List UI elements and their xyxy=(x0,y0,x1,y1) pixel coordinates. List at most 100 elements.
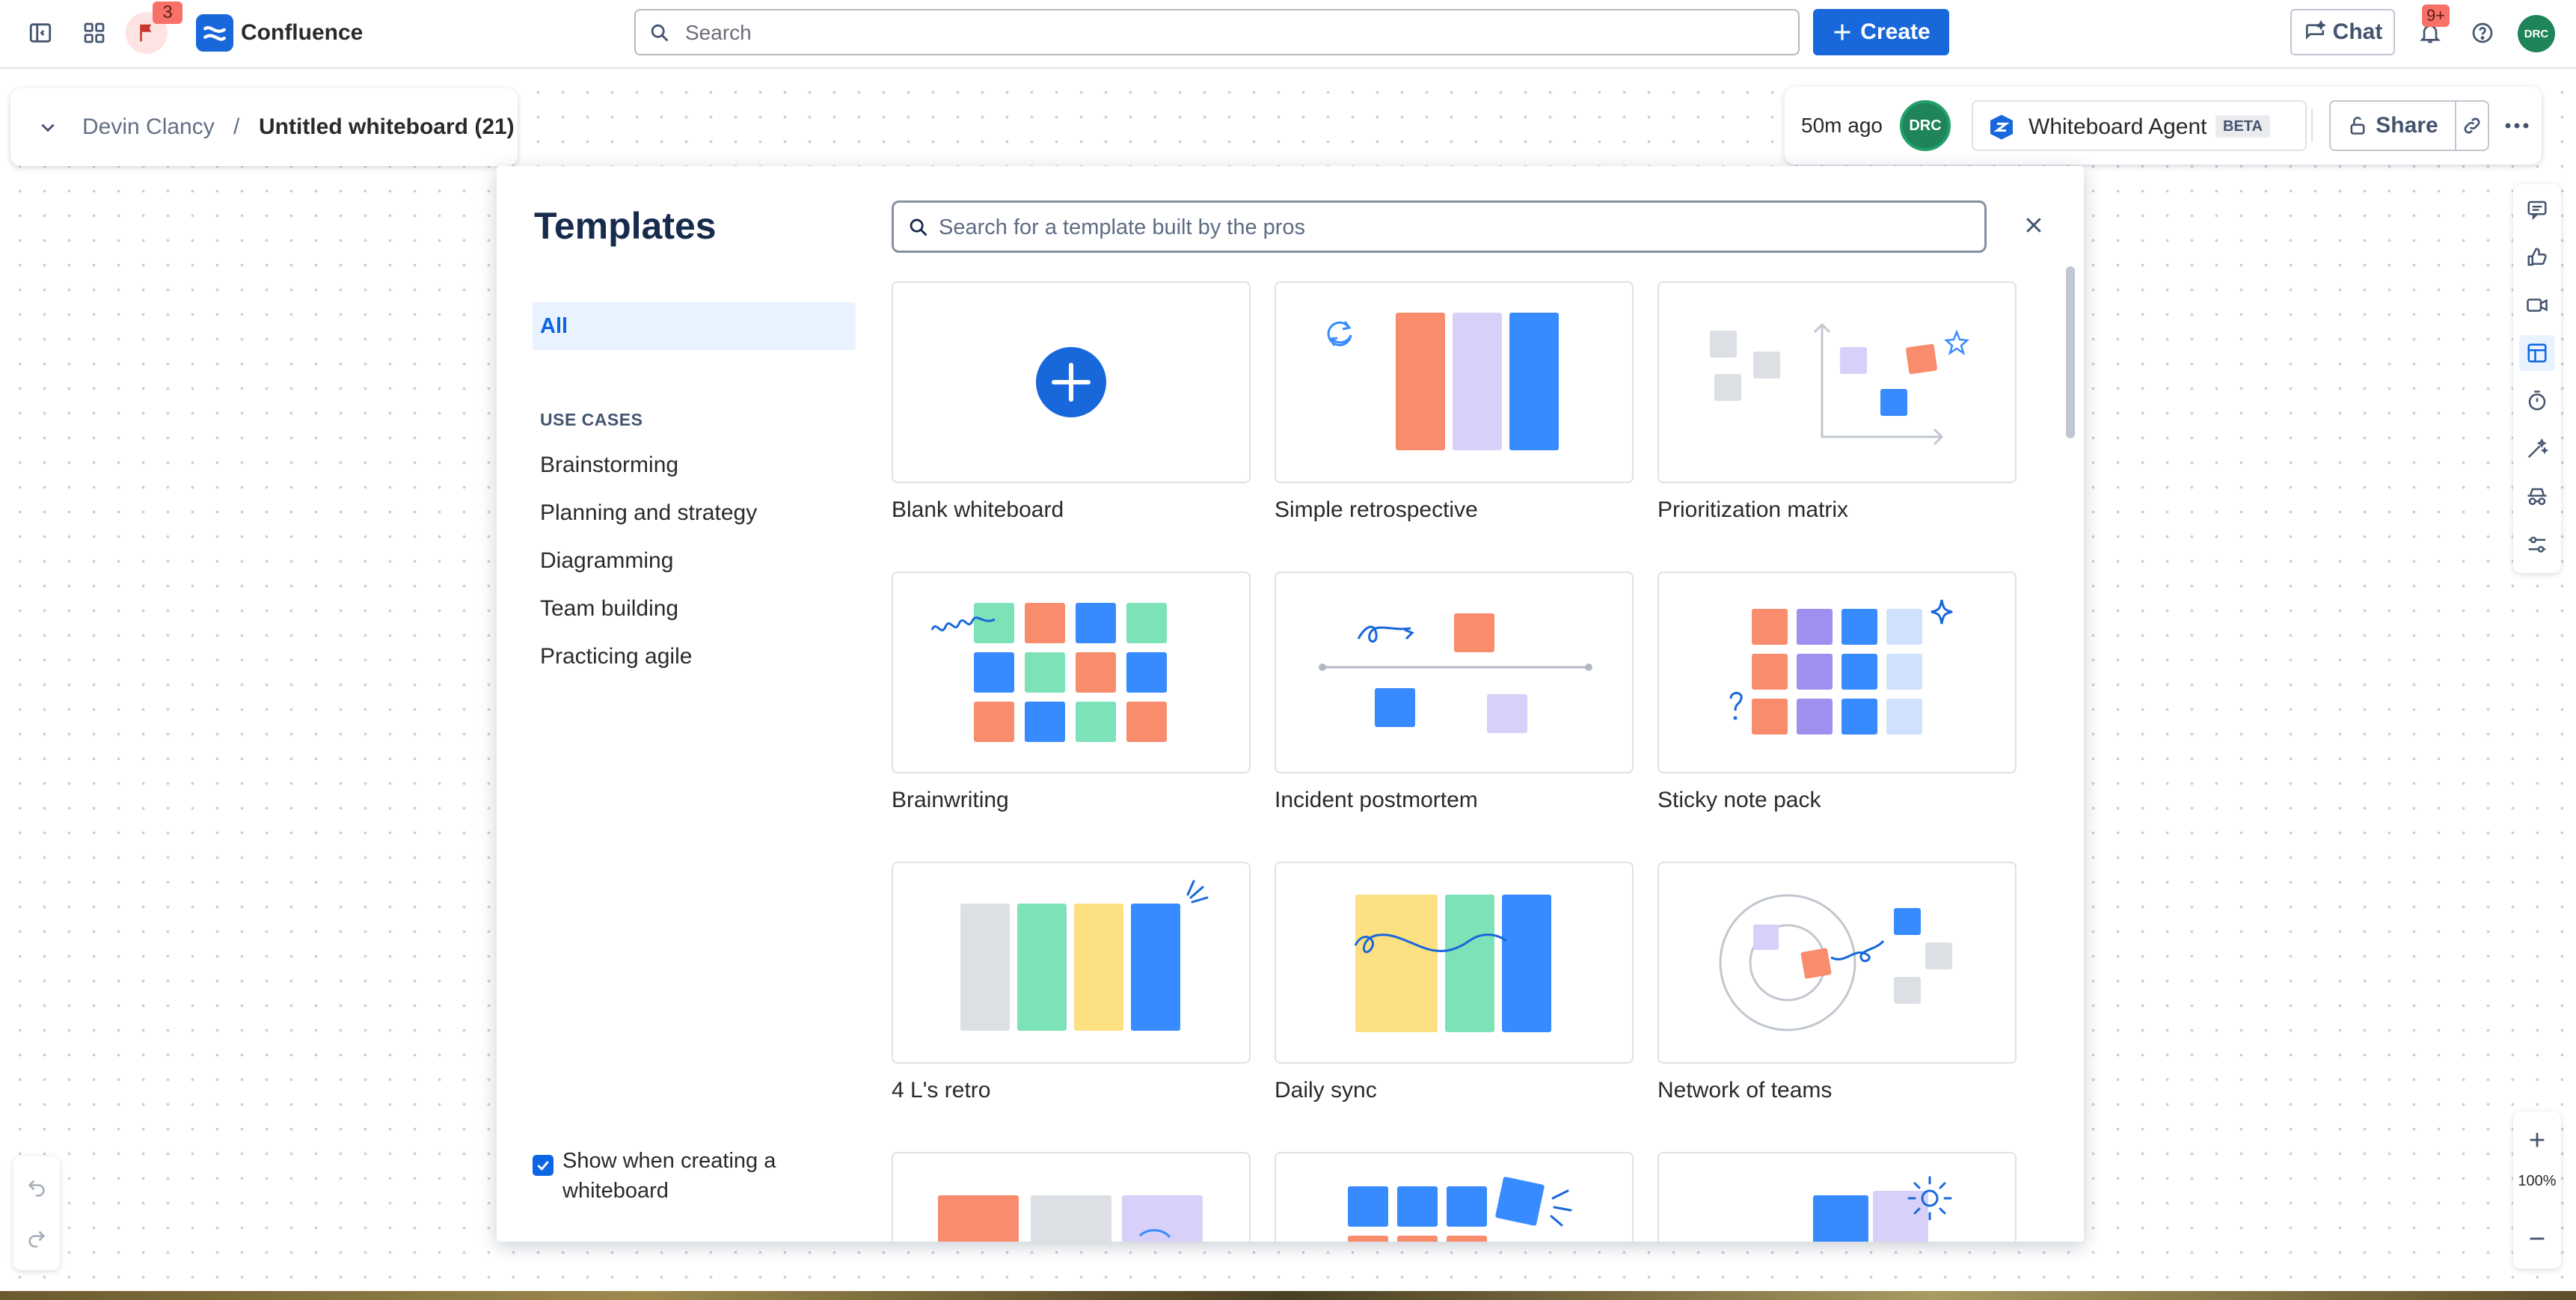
template-card-4ls-retro[interactable] xyxy=(892,862,1251,1064)
user-avatar[interactable]: DRC xyxy=(2518,15,2555,52)
template-card-simple-retrospective[interactable] xyxy=(1275,281,1634,483)
share-button[interactable]: Share xyxy=(2331,102,2455,150)
collaborator-avatar[interactable]: DRC xyxy=(1900,100,1951,151)
prioritization-matrix-illustration xyxy=(1710,322,1969,446)
share-group: Share xyxy=(2329,100,2489,151)
chat-button[interactable]: Chat xyxy=(2290,9,2395,55)
global-search-input[interactable]: Search xyxy=(634,9,1800,55)
use-cases-heading: USE CASES xyxy=(540,410,643,429)
chat-label: Chat xyxy=(2332,19,2383,44)
templates-icon[interactable] xyxy=(2519,335,2555,371)
create-label: Create xyxy=(1860,19,1931,44)
video-icon[interactable] xyxy=(2519,287,2555,323)
like-icon[interactable] xyxy=(2519,239,2555,275)
templates-panel: Templates Search for a template built by… xyxy=(497,166,2084,1242)
whiteboard-title[interactable]: Untitled whiteboard (21) xyxy=(259,114,515,139)
app-switcher-icon[interactable] xyxy=(72,10,117,55)
timer-icon[interactable] xyxy=(2519,383,2555,419)
template-card[interactable] xyxy=(1275,1152,1634,1242)
comment-icon[interactable] xyxy=(2519,191,2555,227)
template-label: 4 L's retro xyxy=(892,1078,991,1103)
settings-sliders-icon[interactable] xyxy=(2519,527,2555,562)
network-of-teams-illustration xyxy=(1719,894,1952,1031)
search-icon xyxy=(907,216,930,239)
help-icon[interactable] xyxy=(2461,10,2504,55)
unlock-icon xyxy=(2347,115,2368,136)
agent-icon xyxy=(1988,114,2015,141)
template-card-daily-sync[interactable] xyxy=(1275,862,1634,1064)
chevron-down-icon[interactable] xyxy=(36,115,60,139)
show-when-creating-checkbox[interactable] xyxy=(533,1155,553,1176)
category-practicing-agile[interactable]: Practicing agile xyxy=(540,644,693,669)
sidebar-toggle-icon[interactable] xyxy=(18,10,63,55)
template-label: Brainwriting xyxy=(892,788,1009,812)
show-when-creating-label: Show when creating a whiteboard xyxy=(562,1149,776,1203)
template-illustration xyxy=(1348,1177,1572,1242)
template-card[interactable] xyxy=(1657,1152,2017,1242)
breadcrumb-space-link[interactable]: Devin Clancy xyxy=(82,114,215,139)
close-icon[interactable] xyxy=(2015,206,2052,244)
template-search-input[interactable]: Search for a template built by the pros xyxy=(892,200,1987,253)
template-label: Sticky note pack xyxy=(1657,788,1821,812)
chat-sparkle-icon xyxy=(2303,20,2327,44)
search-placeholder: Search xyxy=(685,21,752,44)
category-diagramming[interactable]: Diagramming xyxy=(540,548,674,573)
template-illustration xyxy=(1813,1176,1952,1242)
agent-label: Whiteboard Agent xyxy=(2028,114,2207,139)
desktop-wallpaper-strip xyxy=(0,1291,2576,1300)
scrollbar-thumb[interactable] xyxy=(2066,266,2075,438)
toolbar-divider xyxy=(2311,109,2313,142)
undo-icon[interactable] xyxy=(19,1170,55,1206)
redo-icon[interactable] xyxy=(19,1221,55,1257)
template-card-brainwriting[interactable] xyxy=(892,571,1251,773)
copy-link-icon[interactable] xyxy=(2455,102,2488,150)
template-label: Prioritization matrix xyxy=(1657,497,1849,522)
whiteboard-agent-button[interactable]: Whiteboard Agent BETA xyxy=(1972,100,2307,151)
zoom-in-icon[interactable] xyxy=(2519,1122,2555,1158)
daily-sync-illustration xyxy=(1354,895,1551,1032)
flag-count-badge: 3 xyxy=(153,1,183,24)
magic-wand-icon[interactable] xyxy=(2519,431,2555,467)
template-label: Network of teams xyxy=(1657,1078,1833,1103)
category-brainstorming[interactable]: Brainstorming xyxy=(540,453,679,477)
brainwriting-illustration xyxy=(930,603,1167,742)
template-illustration xyxy=(938,1195,1203,1242)
zoom-level[interactable]: 100% xyxy=(2518,1173,2557,1189)
history-controls xyxy=(13,1156,60,1270)
template-search-placeholder: Search for a template built by the pros xyxy=(939,215,1306,239)
share-label: Share xyxy=(2376,113,2438,138)
right-tool-rail xyxy=(2513,184,2561,573)
simple-retrospective-illustration xyxy=(1327,313,1559,450)
template-card-sticky-note-pack[interactable] xyxy=(1657,571,2017,773)
template-card[interactable] xyxy=(892,1152,1251,1242)
category-team-building[interactable]: Team building xyxy=(540,596,679,621)
breadcrumb: Devin Clancy / Untitled whiteboard (21) xyxy=(10,88,518,166)
template-label: Incident postmortem xyxy=(1275,788,1478,812)
template-card-network-of-teams[interactable] xyxy=(1657,862,2017,1064)
whiteboard-toolbar: 50m ago DRC Whiteboard Agent BETA Share xyxy=(1785,87,2542,165)
template-label: Simple retrospective xyxy=(1275,497,1478,522)
create-button[interactable]: Create xyxy=(1813,9,1949,55)
sticky-note-pack-illustration xyxy=(1729,599,1953,735)
zoom-out-icon[interactable] xyxy=(2519,1221,2555,1257)
incident-postmortem-illustration xyxy=(1319,613,1592,733)
top-navigation: 3 Confluence Search Create Chat 9+ DRC xyxy=(0,0,2576,69)
confluence-logo-icon[interactable] xyxy=(196,14,233,52)
more-options-icon[interactable] xyxy=(2497,105,2537,147)
search-icon xyxy=(648,21,672,45)
plus-icon xyxy=(1832,22,1853,43)
breadcrumb-separator: / xyxy=(233,114,240,139)
template-label: Daily sync xyxy=(1275,1078,1377,1103)
incognito-icon[interactable] xyxy=(2519,479,2555,515)
template-label: Blank whiteboard xyxy=(892,497,1064,522)
last-edited-time[interactable]: 50m ago xyxy=(1801,114,1883,137)
template-card-prioritization-matrix[interactable] xyxy=(1657,281,2017,483)
beta-badge: BETA xyxy=(2215,115,2270,138)
blank-whiteboard-illustration xyxy=(1036,347,1106,417)
template-card-incident-postmortem[interactable] xyxy=(1275,571,1634,773)
category-all[interactable]: All xyxy=(533,302,856,350)
app-name[interactable]: Confluence xyxy=(241,20,364,45)
notifications-badge: 9+ xyxy=(2422,4,2450,27)
template-card-blank-whiteboard[interactable] xyxy=(892,281,1251,483)
category-planning-and-strategy[interactable]: Planning and strategy xyxy=(540,500,758,525)
